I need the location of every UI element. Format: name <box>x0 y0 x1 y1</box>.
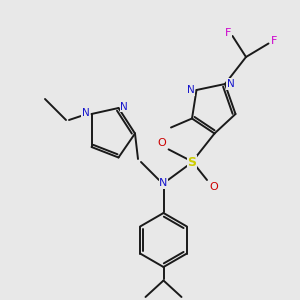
Text: N: N <box>159 178 168 188</box>
Text: F: F <box>225 28 231 38</box>
Text: N: N <box>120 101 128 112</box>
Text: N: N <box>82 107 89 118</box>
Text: O: O <box>209 182 218 192</box>
Text: N: N <box>226 79 234 89</box>
Text: S: S <box>188 155 196 169</box>
Text: F: F <box>271 35 278 46</box>
Text: N: N <box>187 85 195 95</box>
Text: O: O <box>157 138 166 148</box>
